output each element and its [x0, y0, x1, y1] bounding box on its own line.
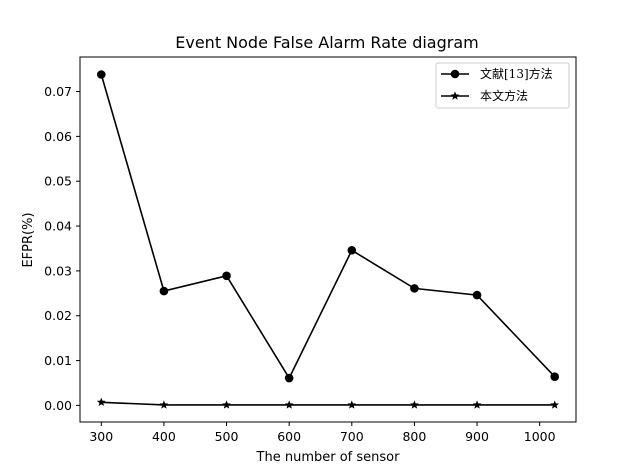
legend-marker: [450, 91, 460, 100]
series-line: [101, 401, 555, 406]
x-axis-label: The number of sensor: [256, 450, 401, 465]
y-axis: 0.00 0.01 0.02 0.03 0.04 0.05 0.06 0.07: [44, 84, 80, 413]
y-tick-label: 0.01: [44, 353, 72, 368]
legend-item: 文献[13]方法: [441, 66, 553, 81]
data-point: [347, 400, 357, 409]
x-tick-label: 500: [215, 429, 239, 444]
data-point: [222, 271, 231, 281]
x-tick-label: 1000: [524, 429, 556, 444]
chart-title: Event Node False Alarm Rate diagram: [175, 33, 478, 52]
data-point: [472, 290, 482, 300]
data-point: [472, 400, 482, 409]
y-tick-label: 0.04: [44, 219, 72, 234]
data-point: [284, 400, 294, 409]
series-1: [96, 70, 560, 383]
legend-box: [435, 62, 570, 109]
x-tick-label: 800: [402, 429, 426, 444]
x-tick-label: 700: [340, 429, 364, 444]
legend-label: 文献[13]方法: [480, 66, 553, 81]
data-point: [347, 245, 357, 255]
y-tick-label: 0.06: [44, 129, 72, 144]
x-tick-label: 600: [277, 429, 301, 444]
legend-item: 本文方法: [441, 88, 528, 103]
data-point: [550, 372, 560, 382]
y-tick-label: 0.03: [44, 263, 72, 278]
x-tick-label: 400: [152, 429, 176, 444]
data-point: [410, 284, 419, 293]
y-tick-label: 0.07: [44, 84, 72, 99]
data-point: [159, 400, 169, 409]
series-2: [96, 397, 560, 409]
x-tick-label: 300: [89, 429, 113, 444]
y-tick-label: 0.02: [44, 308, 72, 323]
legend-marker: [450, 69, 460, 79]
data-point: [550, 400, 560, 409]
series-layer: [96, 70, 560, 409]
data-point: [159, 286, 169, 296]
x-axis: 300 400 500 600 700 800 900 1000: [89, 422, 556, 444]
data-point: [222, 400, 231, 409]
data-point: [410, 400, 419, 409]
data-point: [96, 397, 106, 406]
legend-label: 本文方法: [480, 88, 528, 103]
y-axis-label: EFPR(%): [21, 212, 36, 267]
plot-area: [79, 56, 577, 423]
series-line: [100, 74, 556, 380]
y-tick-label: 0.00: [44, 398, 72, 413]
data-point: [284, 373, 294, 383]
y-tick-label: 0.05: [44, 174, 72, 189]
x-tick-label: 900: [465, 429, 489, 444]
data-point: [96, 70, 106, 79]
